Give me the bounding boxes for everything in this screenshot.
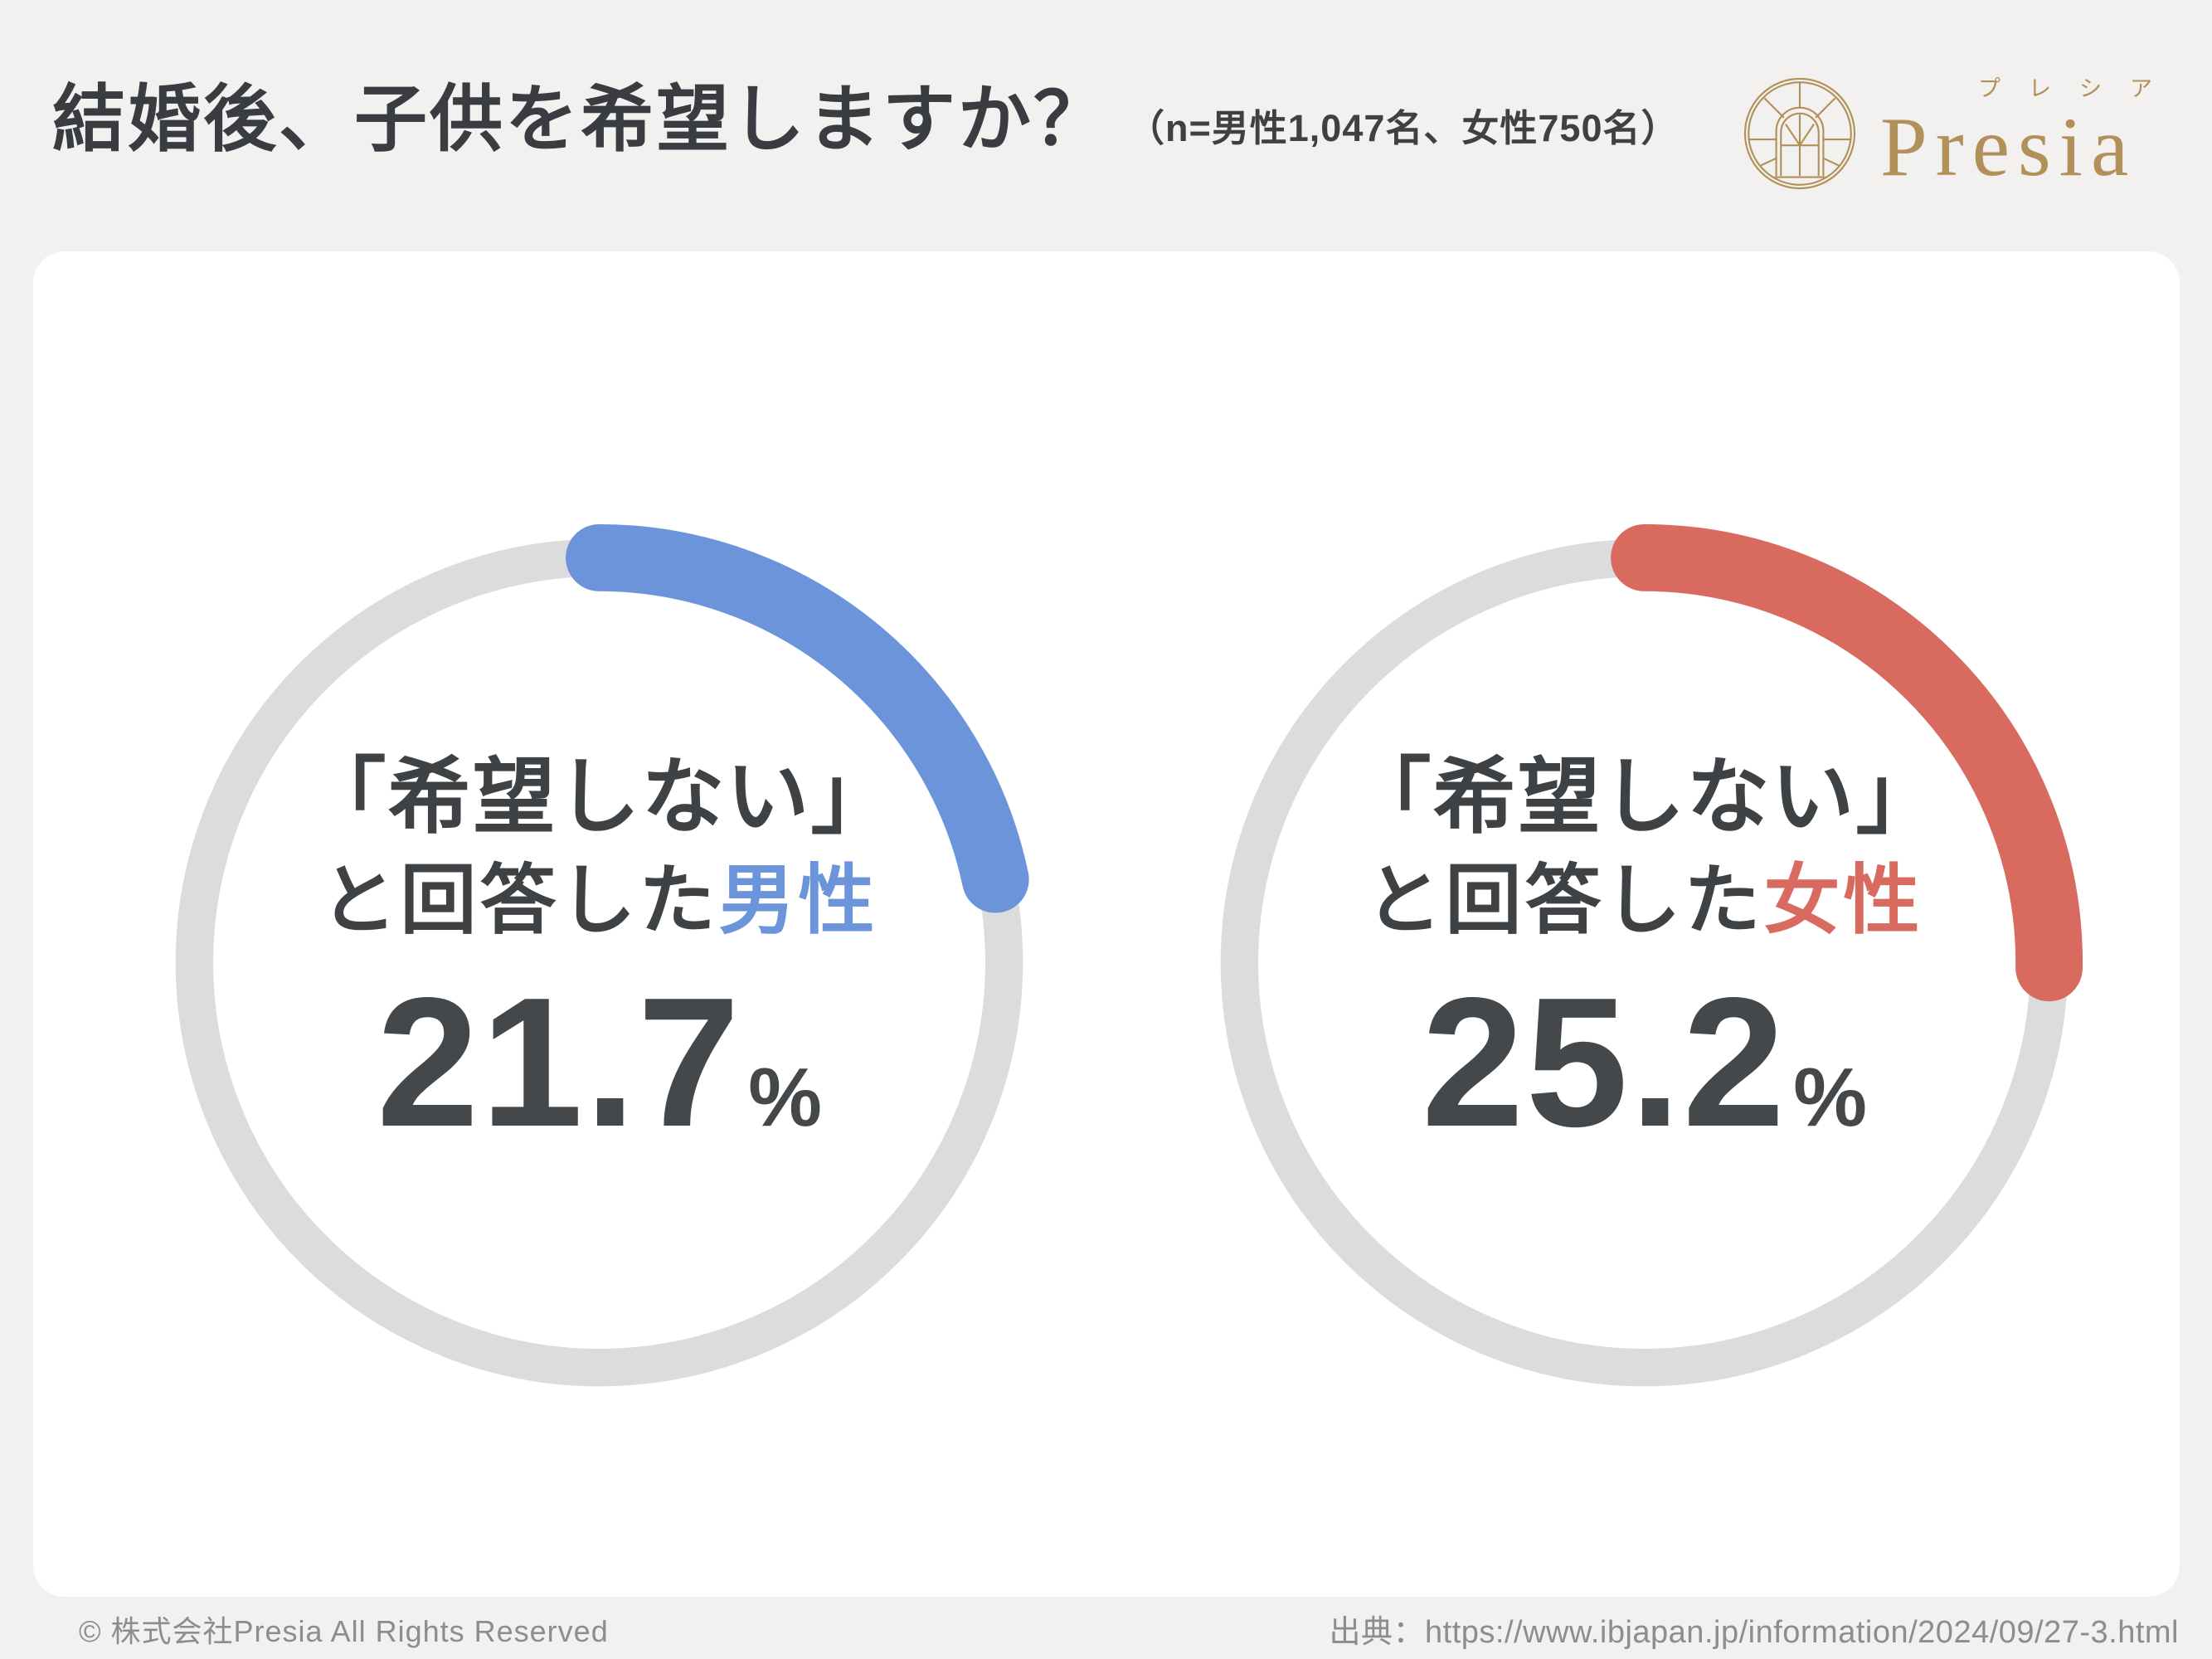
- donut-ring-women: [1205, 523, 2083, 1402]
- presia-window-emblem-icon: [1743, 77, 1856, 190]
- value-men: 21.7 %: [377, 971, 822, 1155]
- percent-number: 21.7: [377, 960, 742, 1165]
- percent-number: 25.2: [1422, 960, 1787, 1165]
- group-word-women: 女性: [1763, 859, 1923, 943]
- donut-chart-women: 「希望しない」 と回答した女性 25.2 %: [1203, 521, 2086, 1404]
- donut-label-men: 「希望しない」 と回答した男性 21.7 %: [158, 509, 1041, 1393]
- percent-sign: %: [748, 1051, 822, 1144]
- donut-label-women: 「希望しない」 と回答した女性 25.2 %: [1203, 509, 2086, 1393]
- copyright-note: © 株式会社Presia All Rights Reserved: [79, 1614, 609, 1648]
- source-note: 出典：https://www.ibjapan.jp/information/20…: [1329, 1615, 2179, 1650]
- chart-card: 「希望しない」 と回答した男性 21.7 % 「希望しない」 と回答した女性 2…: [33, 251, 2180, 1597]
- answer-label: 「希望しない」: [1348, 751, 1941, 844]
- group-label: と回答した女性: [1365, 859, 1923, 943]
- percent-sign: %: [1793, 1051, 1867, 1144]
- logo-furigana: プレシア: [1978, 75, 2180, 101]
- group-label: と回答した男性: [320, 859, 878, 943]
- answer-label: 「希望しない」: [303, 751, 896, 844]
- page-title: 結婚後、子供を希望しますか？: [52, 78, 1110, 160]
- header: 結婚後、子供を希望しますか？ （n=男性1,047名、女性750名）: [52, 78, 1680, 160]
- presia-logo-text: プレシア Presia: [1880, 75, 2180, 194]
- donut-chart-men: 「希望しない」 と回答した男性 21.7 %: [158, 521, 1041, 1404]
- donut-ring-men: [160, 523, 1038, 1402]
- logo-wordmark: Presia: [1880, 100, 2137, 194]
- presia-logo: プレシア Presia: [1741, 75, 2180, 192]
- sample-size-note: （n=男性1,047名、女性750名）: [1127, 106, 1680, 149]
- group-word-men: 男性: [718, 859, 878, 943]
- value-women: 25.2 %: [1422, 971, 1867, 1155]
